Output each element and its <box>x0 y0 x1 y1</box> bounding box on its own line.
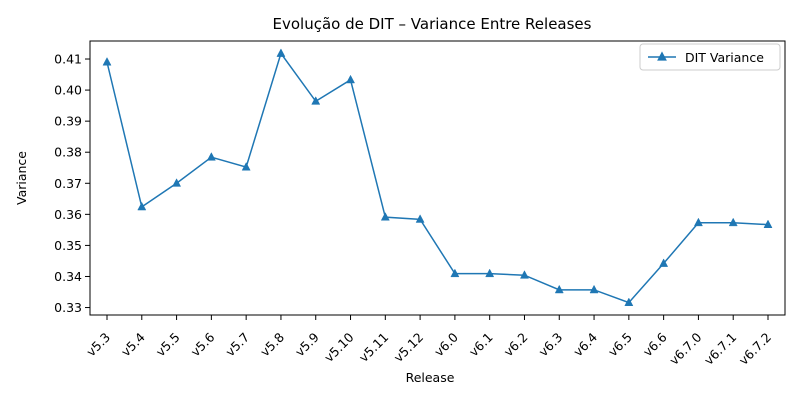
data-point-marker <box>206 152 216 161</box>
data-point-marker <box>763 219 773 228</box>
data-point-marker <box>380 212 390 221</box>
data-point-marker <box>311 96 321 105</box>
y-tick-label: 0.40 <box>54 83 82 98</box>
y-tick-label: 0.38 <box>54 145 82 160</box>
data-point-marker <box>172 178 182 187</box>
data-point-marker <box>659 258 669 267</box>
data-point-marker <box>450 268 460 278</box>
y-axis-label: Variance <box>14 151 29 205</box>
legend: DIT Variance <box>639 43 781 71</box>
data-point-marker <box>241 162 251 171</box>
series-line <box>106 51 769 304</box>
x-axis-label: Release <box>406 370 455 385</box>
data-point-marker <box>554 284 564 294</box>
data-point-marker <box>485 268 495 278</box>
data-point-marker <box>520 270 529 279</box>
data-point-marker <box>624 297 634 306</box>
y-tick-label: 0.35 <box>54 238 82 253</box>
data-point-marker <box>589 284 599 294</box>
data-point-marker <box>728 217 738 227</box>
y-tick-label: 0.41 <box>54 52 82 67</box>
data-point-marker <box>415 214 425 223</box>
y-tick-label: 0.37 <box>54 176 82 191</box>
y-tick-label: 0.39 <box>54 114 82 129</box>
data-point-marker <box>693 217 703 227</box>
data-point-marker <box>137 201 147 211</box>
series-group <box>102 48 773 306</box>
data-point-marker <box>276 48 286 57</box>
y-tick-label: 0.33 <box>54 300 82 315</box>
chart-title: Evolução de DIT – Variance Entre Release… <box>273 15 592 33</box>
y-axis: 0.33 0.34 0.35 0.36 0.37 0.38 0.39 0.40 0.41 <box>54 52 90 315</box>
data-point-marker <box>346 74 355 84</box>
y-tick-label: 0.36 <box>54 207 82 222</box>
y-tick-label: 0.34 <box>54 269 82 284</box>
legend-box <box>639 43 781 71</box>
plot-frame <box>89 40 786 316</box>
data-point-marker <box>102 57 112 66</box>
legend-label: DIT Variance <box>685 50 764 65</box>
legend-marker-swatch <box>657 51 667 61</box>
